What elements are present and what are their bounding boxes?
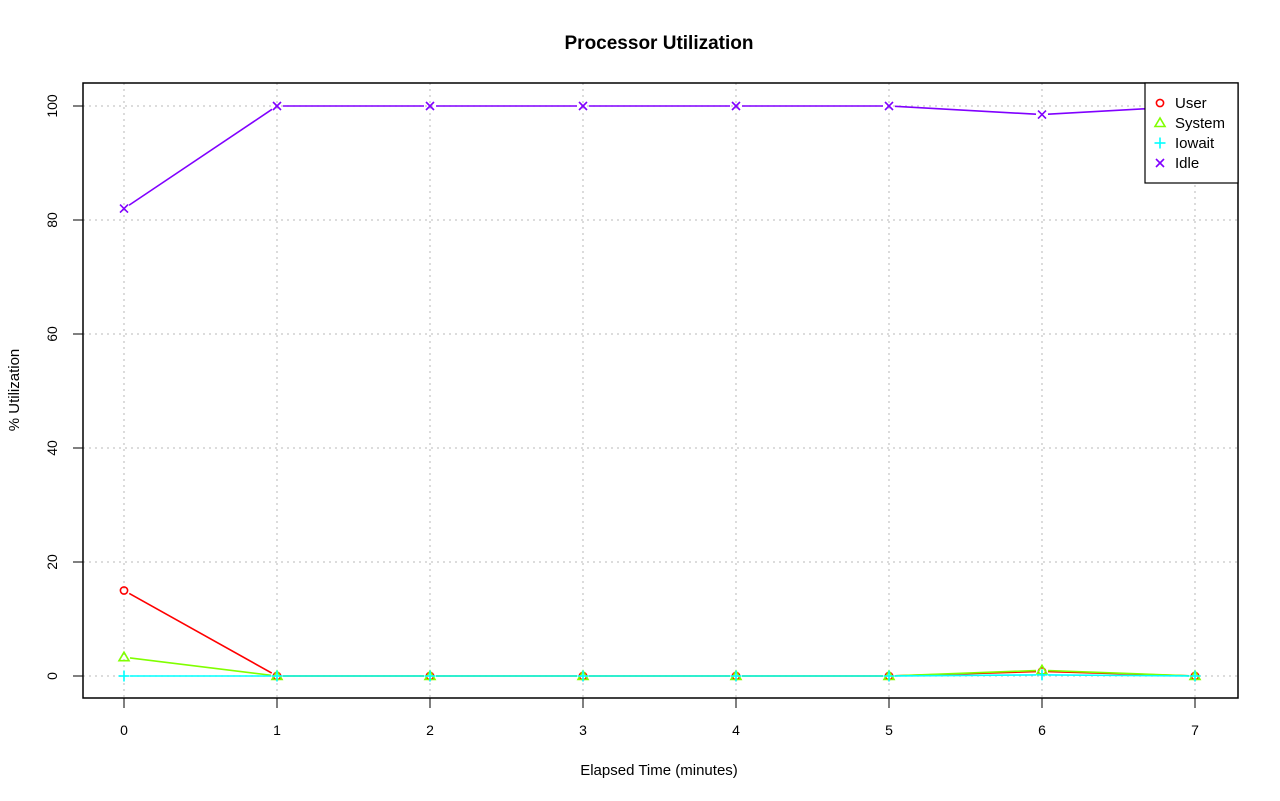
- series-user: [119, 586, 1200, 681]
- plot-frame: [82, 82, 1239, 699]
- y-tick-label: 100: [44, 94, 60, 118]
- y-tick-label: 40: [44, 440, 60, 456]
- x-tick-label: 4: [732, 722, 740, 738]
- legend: User System Iowait Idle: [1144, 82, 1239, 184]
- legend-label-user: User: [1175, 95, 1207, 112]
- x-tick-label: 7: [1191, 722, 1199, 738]
- data-point-iowait: [118, 670, 130, 682]
- data-point-idle: [119, 204, 129, 214]
- series-line-segment: [128, 592, 273, 674]
- series-line-segment: [894, 105, 1037, 116]
- data-point-iowait: [271, 670, 283, 682]
- data-point-system: [117, 650, 131, 662]
- y-tick-label: 80: [44, 212, 60, 228]
- series-line-segment: [894, 674, 1037, 677]
- legend-marker-system: [1153, 116, 1167, 128]
- data-point-iowait: [424, 670, 436, 682]
- series-idle: [119, 101, 1200, 214]
- x-tick-label: 3: [579, 722, 587, 738]
- series-line-segment: [1047, 669, 1190, 677]
- data-point-idle: [272, 101, 282, 111]
- series-line-segment: [1047, 674, 1190, 677]
- y-axis: 0 20 40 60 80 100: [44, 94, 83, 680]
- legend-label-idle: Idle: [1175, 155, 1199, 172]
- x-tick-label: 2: [426, 722, 434, 738]
- legend-marker-idle: [1155, 158, 1165, 168]
- y-tick-label: 60: [44, 326, 60, 342]
- data-point-idle: [884, 101, 894, 111]
- grid-lines: [83, 83, 1238, 698]
- data-point-iowait: [1189, 670, 1201, 682]
- legend-label-iowait: Iowait: [1175, 135, 1215, 152]
- series-line-segment: [128, 108, 273, 206]
- data-point-idle: [1037, 109, 1047, 120]
- x-tick-label: 1: [273, 722, 281, 738]
- series-line-segment: [894, 669, 1037, 677]
- series-layer: [117, 101, 1202, 682]
- x-tick-label: 0: [120, 722, 128, 738]
- x-axis-label: Elapsed Time (minutes): [580, 762, 738, 779]
- x-tick-label: 5: [885, 722, 893, 738]
- data-point-iowait: [1036, 669, 1048, 681]
- y-tick-label: 20: [44, 554, 60, 570]
- data-point-idle: [731, 101, 741, 111]
- legend-label-system: System: [1175, 115, 1225, 132]
- data-point-idle: [578, 101, 588, 111]
- data-point-idle: [425, 101, 435, 111]
- legend-marker-iowait: [1154, 137, 1166, 149]
- x-tick-label: 6: [1038, 722, 1046, 738]
- series-line-segment: [129, 657, 272, 677]
- data-point-iowait: [730, 670, 742, 682]
- y-axis-label: % Utilization: [6, 349, 23, 432]
- series-iowait: [118, 669, 1201, 682]
- x-axis: 0 1 2 3 4 5 6 7: [120, 698, 1199, 738]
- data-point-iowait: [577, 670, 589, 682]
- legend-marker-user: [1155, 98, 1165, 108]
- data-point-iowait: [883, 670, 895, 682]
- data-point-user: [119, 586, 129, 595]
- chart-title: Processor Utilization: [565, 33, 754, 54]
- y-tick-label: 0: [44, 672, 60, 680]
